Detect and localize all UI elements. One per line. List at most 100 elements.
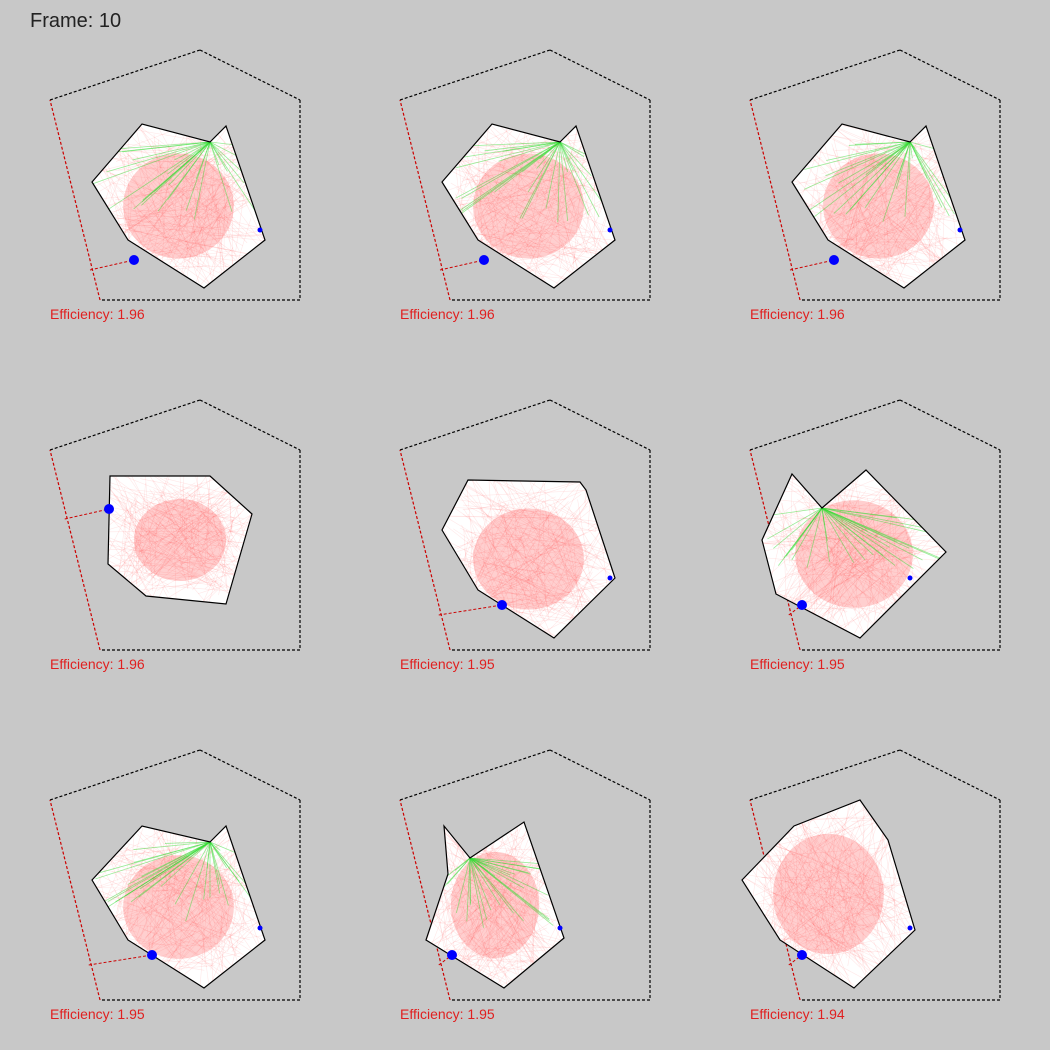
connector-line: [89, 259, 135, 271]
shape-outline: [441, 123, 616, 289]
path-texture: [92, 124, 265, 288]
panel-plot: [399, 49, 651, 301]
connector-line: [64, 508, 110, 520]
boundary-edge: [899, 399, 1001, 451]
panel-4: Efficiency: 1.96: [0, 350, 350, 700]
shape-outline: [107, 475, 253, 605]
efficiency-label: Efficiency: 1.95: [400, 1006, 495, 1022]
efficiency-label: Efficiency: 1.94: [750, 1006, 845, 1022]
boundary-edge: [399, 749, 551, 801]
shape-fill: [108, 476, 252, 604]
connector-line: [438, 954, 453, 966]
shape-outline: [761, 469, 947, 639]
path-texture: [792, 124, 965, 288]
start-marker: [447, 950, 457, 960]
path-texture: [442, 480, 615, 638]
boundary-edge-highlight: [749, 799, 801, 1001]
panel-plot: [741, 749, 1001, 1001]
boundary-edge: [399, 49, 551, 101]
shape-fill: [426, 822, 564, 988]
boundary-edge: [749, 49, 901, 101]
boundary-edge: [199, 49, 301, 101]
boundary-edge: [199, 749, 301, 801]
start-marker: [129, 255, 139, 265]
shape-outline: [91, 123, 266, 289]
boundary-edge: [199, 399, 301, 451]
connector-line: [438, 604, 503, 616]
shape-outline: [425, 821, 565, 989]
boundary-edge: [749, 749, 901, 801]
end-marker: [607, 227, 613, 233]
boundary-edge: [399, 399, 551, 451]
panel-1: Efficiency: 1.96: [0, 0, 350, 350]
path-texture: [442, 124, 615, 288]
shape-outline: [441, 479, 616, 639]
shape-outline: [91, 824, 266, 989]
end-marker: [257, 227, 263, 233]
panel-3: Efficiency: 1.96: [700, 0, 1050, 350]
shape-fill: [442, 480, 615, 638]
panel-5: Efficiency: 1.95: [350, 350, 700, 700]
efficiency-label: Efficiency: 1.96: [400, 306, 495, 322]
panel-plot: [49, 749, 301, 1001]
boundary-edge-highlight: [49, 99, 101, 301]
end-marker: [257, 925, 263, 931]
start-marker: [104, 504, 114, 514]
start-marker: [497, 600, 507, 610]
start-marker: [147, 950, 157, 960]
start-marker: [479, 255, 489, 265]
panel-6: Efficiency: 1.95: [700, 350, 1050, 700]
boundary-edge-highlight: [399, 449, 451, 651]
panel-9: Efficiency: 1.94: [700, 700, 1050, 1050]
efficiency-label: Efficiency: 1.96: [750, 306, 845, 322]
boundary-edge: [899, 749, 1001, 801]
connector-line: [439, 259, 485, 271]
panel-2: Efficiency: 1.96: [350, 0, 700, 350]
shape-fill: [792, 124, 965, 288]
shape-fill: [742, 800, 915, 988]
efficiency-label: Efficiency: 1.95: [400, 656, 495, 672]
boundary-edge: [549, 49, 651, 101]
boundary-edge-highlight: [399, 799, 451, 1001]
boundary-edge: [899, 49, 1001, 101]
panel-plot: [49, 49, 301, 301]
boundary-edge: [49, 49, 201, 101]
efficiency-label: Efficiency: 1.95: [50, 1006, 145, 1022]
end-marker: [907, 575, 913, 581]
path-texture: [762, 470, 946, 638]
boundary-edge: [49, 749, 201, 801]
start-marker: [797, 600, 807, 610]
shape-outline: [741, 799, 916, 989]
boundary-edge-highlight: [49, 449, 101, 651]
shape-fill: [762, 470, 946, 638]
boundary-edge-highlight: [399, 99, 451, 301]
start-marker: [797, 950, 807, 960]
frame-label: Frame: 10: [30, 10, 122, 32]
efficiency-label: Efficiency: 1.96: [50, 656, 145, 672]
efficiency-label: Efficiency: 1.96: [50, 306, 145, 322]
shape-fill: [92, 124, 265, 288]
end-marker: [607, 575, 613, 581]
boundary-edge-highlight: [749, 99, 801, 301]
boundary-edge-highlight: [749, 449, 801, 651]
panel-plot: [749, 49, 1001, 301]
panel-plot: [749, 399, 1001, 651]
end-marker: [907, 925, 913, 931]
boundary-edge: [749, 399, 901, 451]
end-marker: [557, 925, 563, 931]
start-marker: [829, 255, 839, 265]
end-marker: [957, 227, 963, 233]
panel-plot: [399, 399, 651, 651]
connector-line: [788, 954, 803, 966]
boundary-edge: [549, 399, 651, 451]
panel-8: Efficiency: 1.95: [350, 700, 700, 1050]
boundary-edge: [49, 399, 201, 451]
shape-outline: [791, 123, 966, 289]
efficiency-label: Efficiency: 1.95: [750, 656, 845, 672]
panel-plot: [49, 399, 301, 651]
connector-line: [789, 259, 835, 271]
panel-7: Efficiency: 1.95: [0, 700, 350, 1050]
boundary-edge-highlight: [49, 799, 101, 1001]
boundary-edge: [549, 749, 651, 801]
connector-line: [788, 604, 803, 616]
